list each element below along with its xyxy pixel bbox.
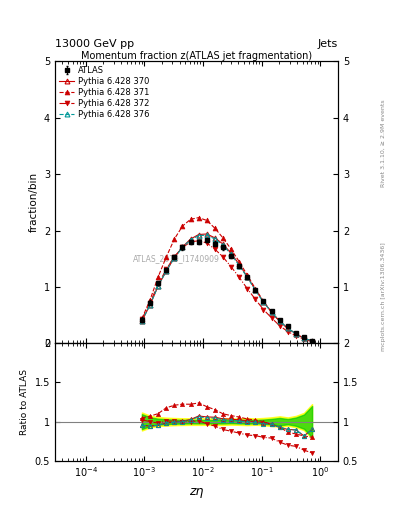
Text: 13000 GeV pp: 13000 GeV pp [55,38,134,49]
Legend: ATLAS, Pythia 6.428 370, Pythia 6.428 371, Pythia 6.428 372, Pythia 6.428 376: ATLAS, Pythia 6.428 370, Pythia 6.428 37… [57,64,151,121]
Text: Jets: Jets [318,38,338,49]
Y-axis label: Ratio to ATLAS: Ratio to ATLAS [20,369,29,435]
Text: Rivet 3.1.10, ≥ 2.9M events: Rivet 3.1.10, ≥ 2.9M events [381,99,386,187]
Y-axis label: fraction/bin: fraction/bin [28,173,39,232]
X-axis label: zη: zη [189,485,204,498]
Text: ATLAS_2019_I1740909: ATLAS_2019_I1740909 [133,254,220,263]
Text: mcplots.cern.ch [arXiv:1306.3436]: mcplots.cern.ch [arXiv:1306.3436] [381,243,386,351]
Title: Momentum fraction z(ATLAS jet fragmentation): Momentum fraction z(ATLAS jet fragmentat… [81,51,312,60]
